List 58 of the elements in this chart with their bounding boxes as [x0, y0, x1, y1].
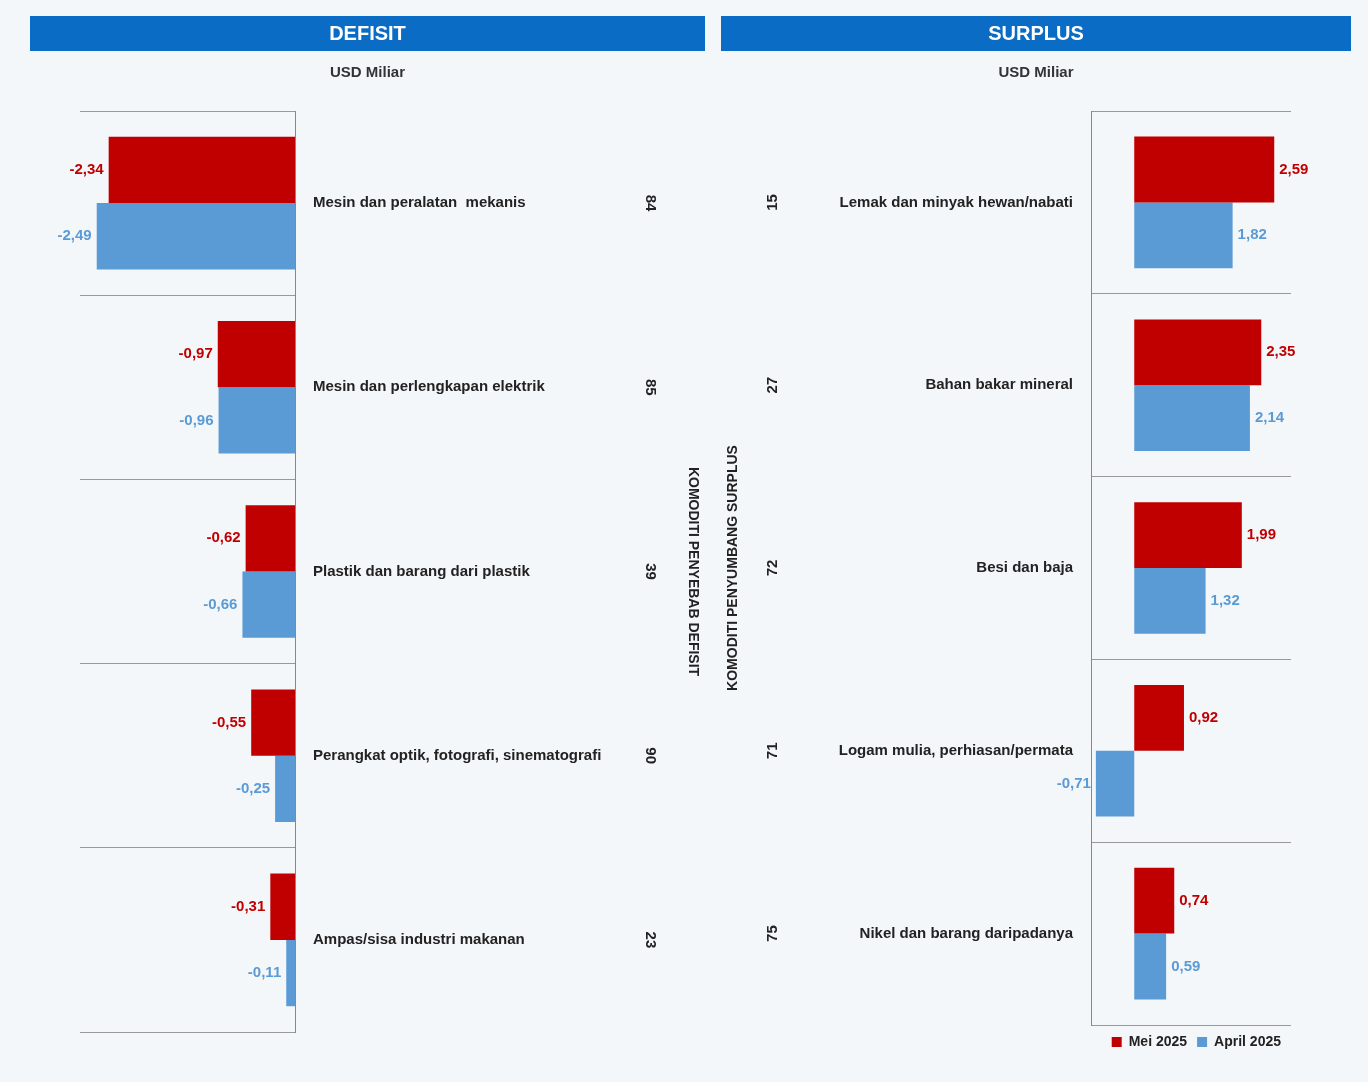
data-label: -0,96 — [179, 410, 214, 428]
data-label: -2,34 — [69, 160, 105, 178]
data-label: -0,25 — [235, 779, 271, 796]
y-axis-title: KOMODITI PENYUMBANG SURPLUS — [724, 445, 741, 691]
data-label: -0,55 — [212, 712, 247, 730]
text: 71 — [763, 742, 781, 760]
data-label: 1,82 — [1237, 225, 1267, 243]
y-tick-label: Logam mulia, perhiasan/permata — [838, 740, 1074, 758]
bar — [1134, 867, 1175, 934]
data-label: -2,49 — [57, 226, 92, 244]
bar — [1134, 385, 1250, 452]
y-tick-label: Bahan bakar mineral — [925, 375, 1073, 393]
data-label: -0,31 — [231, 896, 266, 914]
data-label: -0,66 — [203, 594, 238, 612]
text: 85 — [642, 378, 660, 396]
chart-title: SURPLUS — [721, 16, 1351, 51]
text: USD Miliar — [329, 63, 405, 80]
y-tick-label: Perangkat optik, fotografi, sinematografi — [313, 745, 602, 763]
text: 27 — [763, 376, 781, 394]
data-label: 1,32 — [1210, 591, 1240, 609]
legend-label: April 2025 — [1214, 1032, 1282, 1049]
data-label: 2,59 — [1279, 159, 1309, 177]
chart-subtitle: USD Miliar — [998, 63, 1074, 80]
data-label: 2,14 — [1254, 408, 1285, 426]
data-label: -0,71 — [1056, 773, 1091, 791]
bar — [1134, 202, 1233, 269]
data-label: 0,59 — [1171, 956, 1201, 974]
y-tick-label: Ampas/sisa industri makanan — [313, 930, 525, 948]
text: 84 — [642, 194, 660, 213]
bar — [1134, 684, 1184, 751]
data-label: -0,97 — [178, 344, 213, 362]
text: 15 — [763, 194, 781, 211]
bar — [1134, 319, 1262, 386]
data-label: 1,99 — [1246, 525, 1277, 543]
text: 75 — [763, 925, 781, 942]
y-tick-label: Besi dan baja — [976, 558, 1074, 576]
bar — [1134, 568, 1206, 634]
bar — [1134, 933, 1167, 1000]
bar — [1095, 750, 1135, 817]
data-label: -0,11 — [247, 963, 282, 981]
y-tick-label: Plastik dan barang dari plastik — [313, 561, 531, 579]
data-label: 0,74 — [1179, 890, 1210, 908]
y-axis-title: KOMODITI PENYEBAB DEFISIT — [685, 466, 702, 677]
y-tick-label: Mesin dan perlengkapan elektrik — [313, 377, 546, 395]
text: 39 — [642, 563, 660, 580]
text: 23 — [642, 931, 660, 949]
y-tick-label: Lemak dan minyak hewan/nabati — [839, 192, 1073, 210]
data-label: 2,35 — [1266, 342, 1296, 360]
data-label: 0,92 — [1188, 708, 1219, 726]
legend-label: Mei 2025 — [1128, 1032, 1188, 1049]
text: 90 — [642, 747, 660, 765]
text: 72 — [763, 559, 781, 577]
y-tick-label: Nikel dan barang daripadanya — [859, 923, 1074, 941]
bar — [1134, 502, 1242, 568]
text: DEFISIT — [30, 16, 705, 51]
data-label: -0,62 — [206, 528, 241, 546]
bar — [1134, 136, 1275, 203]
y-tick-label: Mesin dan peralatan mekanis — [313, 193, 526, 211]
